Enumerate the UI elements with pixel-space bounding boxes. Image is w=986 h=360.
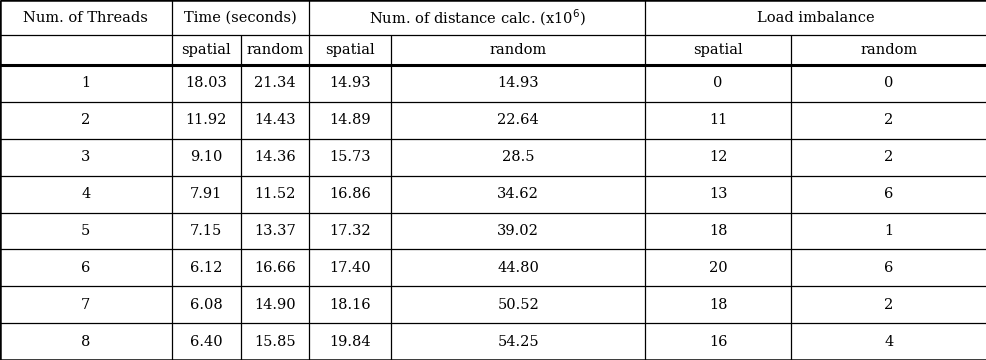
Text: 19.84: 19.84	[328, 334, 371, 348]
Text: 7.91: 7.91	[190, 187, 222, 201]
Text: 14.90: 14.90	[253, 298, 296, 312]
Text: 18.03: 18.03	[185, 76, 227, 90]
Text: 6: 6	[81, 261, 91, 275]
Text: 4: 4	[81, 187, 91, 201]
Text: 0: 0	[883, 76, 892, 90]
Text: 39.02: 39.02	[497, 224, 538, 238]
Text: 1: 1	[883, 224, 892, 238]
Text: 2: 2	[883, 113, 892, 127]
Text: 21.34: 21.34	[253, 76, 296, 90]
Text: 2: 2	[883, 150, 892, 164]
Text: 7.15: 7.15	[190, 224, 222, 238]
Text: random: random	[246, 43, 304, 57]
Text: Num. of Threads: Num. of Threads	[24, 10, 148, 24]
Text: 12: 12	[708, 150, 727, 164]
Text: 28.5: 28.5	[502, 150, 533, 164]
Text: 13: 13	[708, 187, 727, 201]
Text: spatial: spatial	[181, 43, 231, 57]
Text: spatial: spatial	[324, 43, 375, 57]
Text: 18: 18	[708, 224, 727, 238]
Text: 11.52: 11.52	[254, 187, 295, 201]
Text: 6: 6	[883, 187, 892, 201]
Text: 16: 16	[708, 334, 727, 348]
Text: 11.92: 11.92	[185, 113, 227, 127]
Text: 17.40: 17.40	[328, 261, 371, 275]
Text: 22.64: 22.64	[497, 113, 538, 127]
Text: 15.73: 15.73	[328, 150, 371, 164]
Text: 44.80: 44.80	[497, 261, 538, 275]
Text: 15.85: 15.85	[253, 334, 296, 348]
Text: 6.12: 6.12	[190, 261, 222, 275]
Text: 50.52: 50.52	[497, 298, 538, 312]
Text: 5: 5	[81, 224, 91, 238]
Text: 9.10: 9.10	[190, 150, 222, 164]
Text: 13.37: 13.37	[253, 224, 296, 238]
Text: 11: 11	[708, 113, 727, 127]
Text: 14.89: 14.89	[328, 113, 371, 127]
Text: Load imbalance: Load imbalance	[756, 10, 875, 24]
Text: 18: 18	[708, 298, 727, 312]
Text: 4: 4	[883, 334, 892, 348]
Text: 14.93: 14.93	[497, 76, 538, 90]
Text: random: random	[489, 43, 546, 57]
Text: 8: 8	[81, 334, 91, 348]
Text: 18.16: 18.16	[328, 298, 371, 312]
Text: 2: 2	[883, 298, 892, 312]
Text: 16.66: 16.66	[253, 261, 296, 275]
Text: 1: 1	[81, 76, 91, 90]
Text: 16.86: 16.86	[328, 187, 371, 201]
Text: Time (seconds): Time (seconds)	[183, 10, 297, 24]
Text: 17.32: 17.32	[328, 224, 371, 238]
Text: 14.43: 14.43	[253, 113, 296, 127]
Text: 3: 3	[81, 150, 91, 164]
Text: 54.25: 54.25	[497, 334, 538, 348]
Text: 34.62: 34.62	[497, 187, 538, 201]
Text: 6: 6	[883, 261, 892, 275]
Text: 6.08: 6.08	[189, 298, 223, 312]
Text: spatial: spatial	[692, 43, 742, 57]
Text: 7: 7	[81, 298, 91, 312]
Text: 6.40: 6.40	[189, 334, 223, 348]
Text: 2: 2	[81, 113, 91, 127]
Text: Num. of distance calc. (x10$^6$): Num. of distance calc. (x10$^6$)	[369, 7, 585, 28]
Text: 0: 0	[713, 76, 722, 90]
Text: 14.36: 14.36	[253, 150, 296, 164]
Text: 14.93: 14.93	[328, 76, 371, 90]
Text: random: random	[859, 43, 917, 57]
Text: 20: 20	[708, 261, 727, 275]
